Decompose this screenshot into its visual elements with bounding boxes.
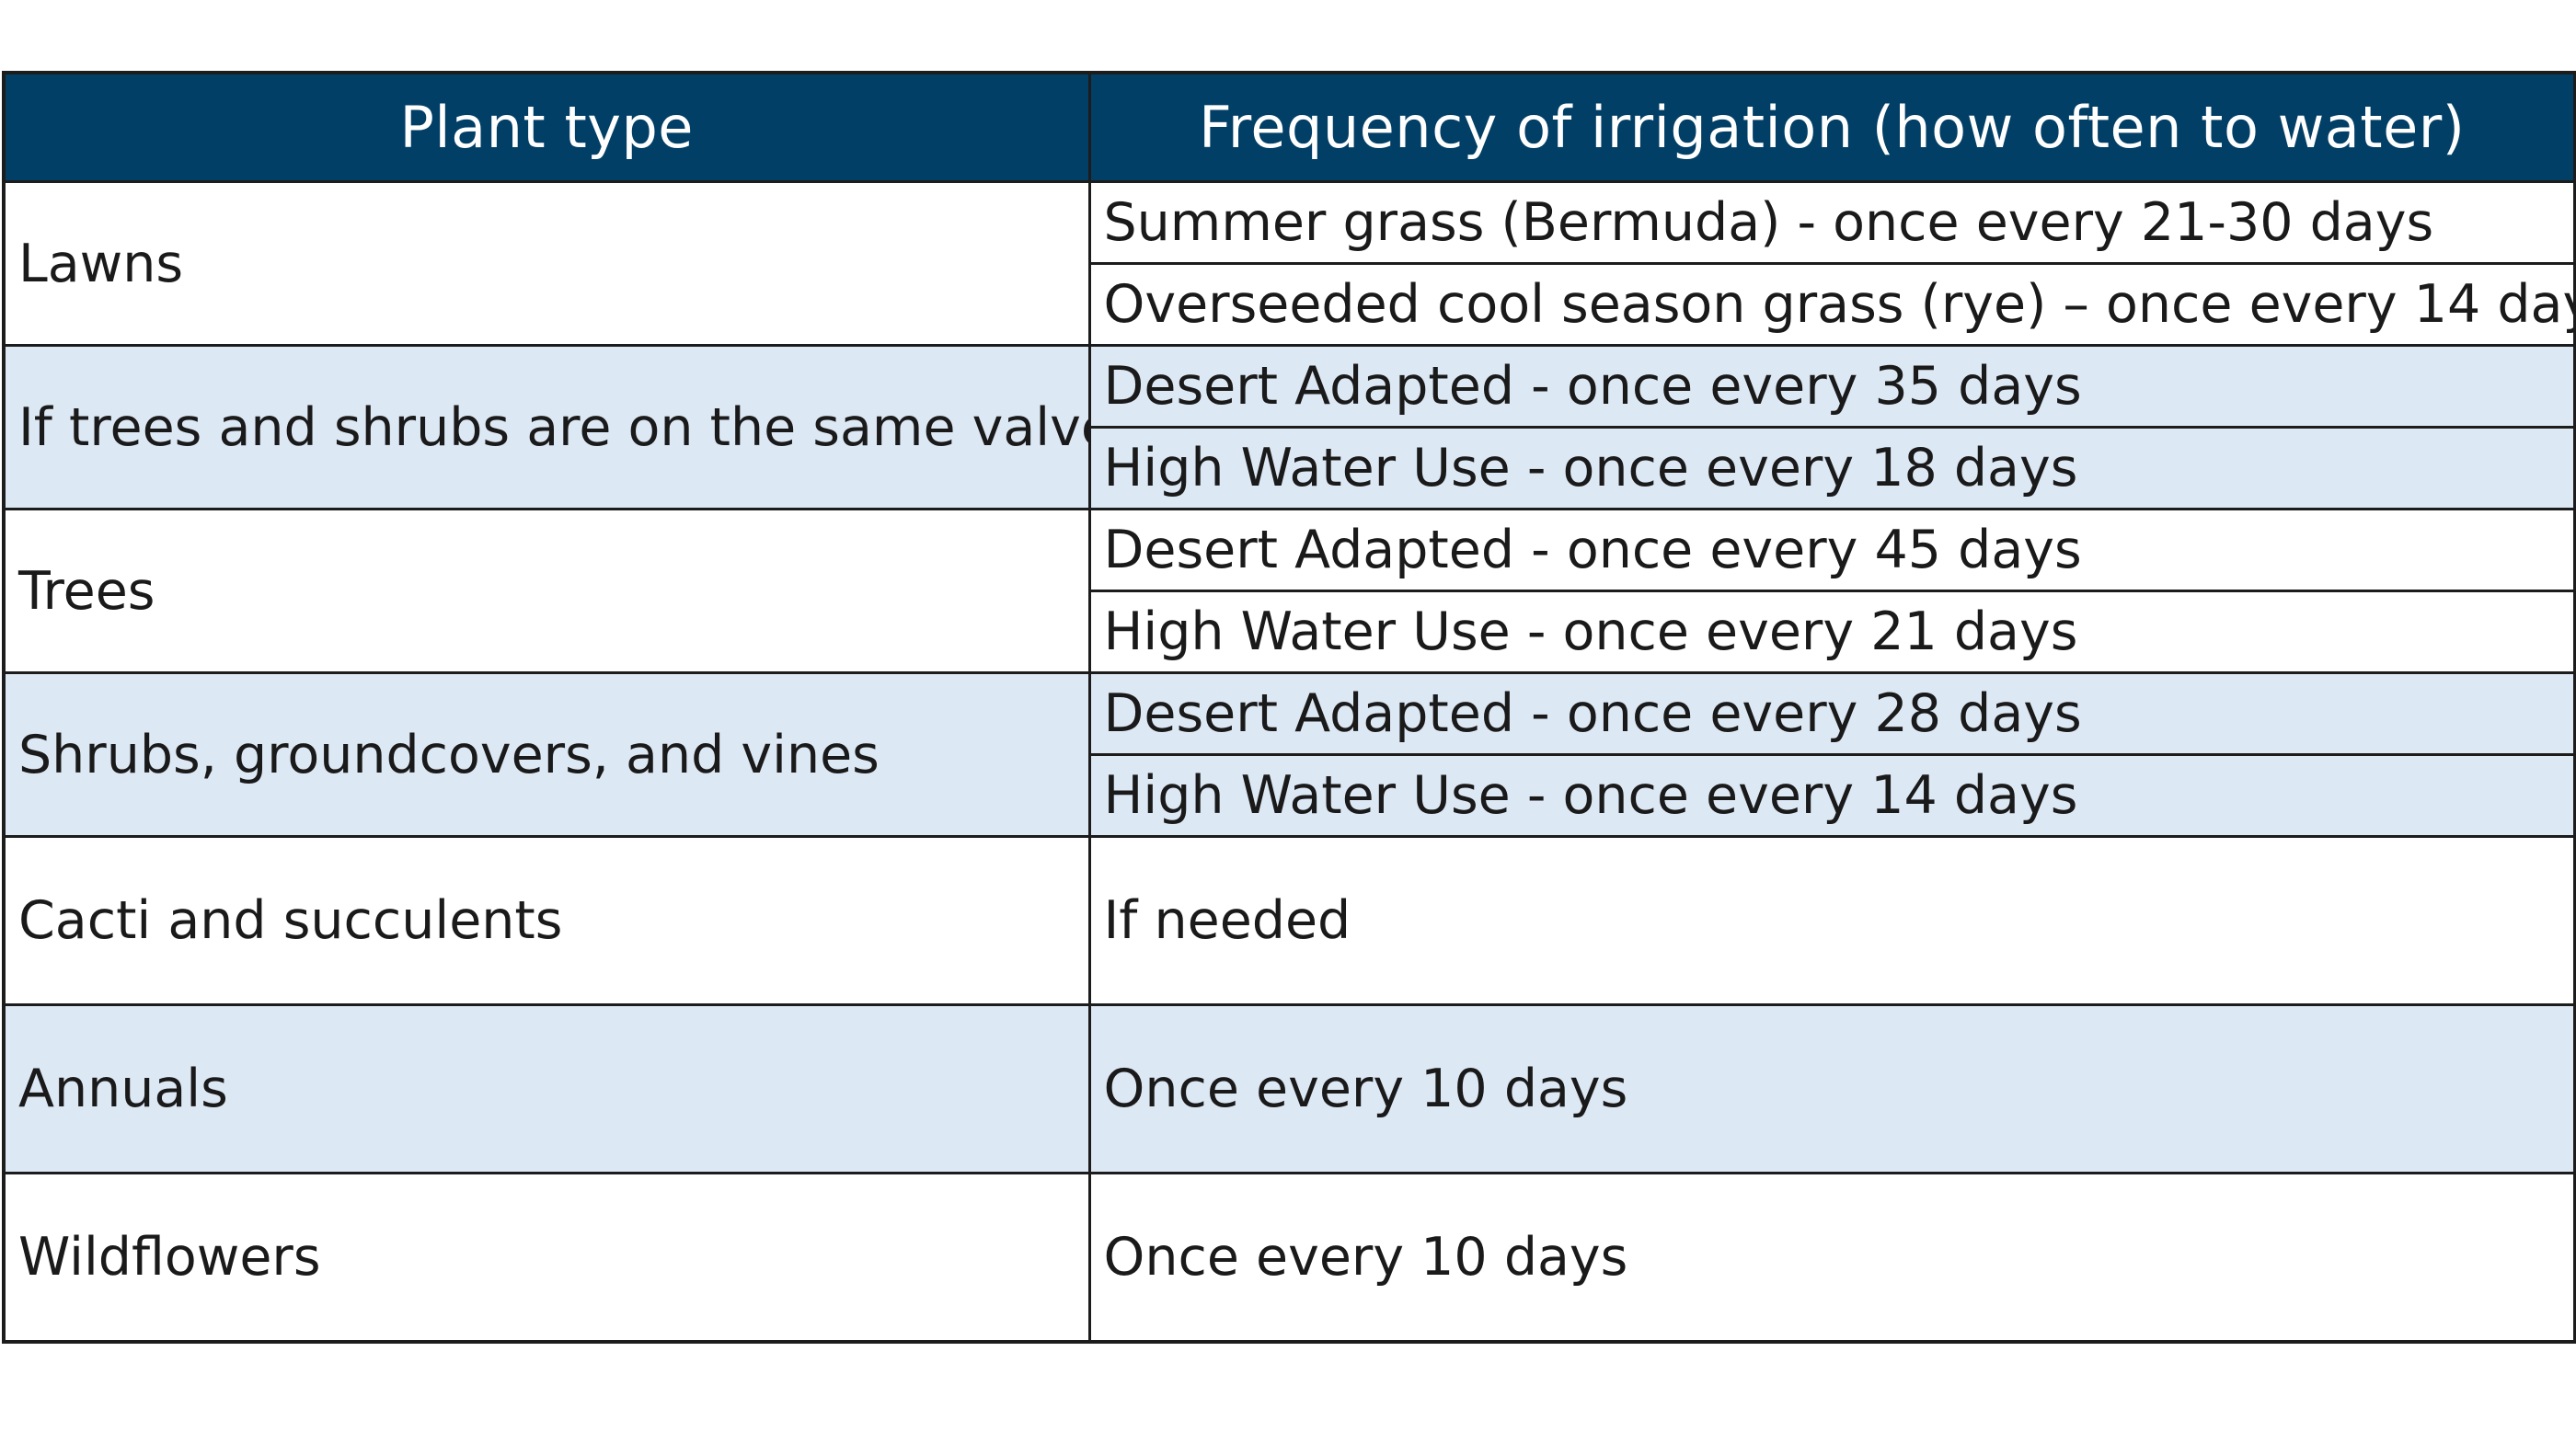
table-row: Lawns Summer grass (Bermuda) - once ever… [2, 180, 2576, 347]
frequency-cell: Desert Adapted - once every 45 days [1087, 508, 2576, 592]
frequency-cell: Once every 10 days [1087, 1003, 2576, 1174]
plant-type-cell: Lawns [2, 180, 1091, 347]
frequency-cell: High Water Use - once every 18 days [1087, 426, 2576, 510]
table-row: Trees Desert Adapted - once every 45 day… [2, 508, 2576, 674]
irrigation-table: Plant type Frequency of irrigation (how … [2, 71, 2576, 1344]
plant-type-cell: Wildflowers [2, 1172, 1091, 1344]
frequency-cell: Summer grass (Bermuda) - once every 21-3… [1087, 180, 2576, 265]
header-frequency: Frequency of irrigation (how often to wa… [1087, 71, 2576, 183]
table-row: If trees and shrubs are on the same valv… [2, 344, 2576, 510]
frequency-cell: Overseeded cool season grass (rye) – onc… [1087, 262, 2576, 347]
table-row: Shrubs, groundcovers, and vines Desert A… [2, 671, 2576, 838]
table-row: High Water Use - once every 21 days [4, 590, 2576, 674]
table-row: Annuals Once every 10 days [2, 1003, 2576, 1174]
frequency-cell: Once every 10 days [1087, 1172, 2576, 1344]
table-row: High Water Use - once every 14 days [4, 753, 2576, 838]
header-plant-type: Plant type [2, 71, 1091, 183]
table-row: Overseeded cool season grass (rye) – onc… [4, 262, 2576, 347]
table-row: High Water Use - once every 18 days [4, 426, 2576, 510]
frequency-cell: Desert Adapted - once every 28 days [1087, 671, 2576, 756]
frequency-cell: If needed [1087, 835, 2576, 1006]
frequency-cell: Desert Adapted - once every 35 days [1087, 344, 2576, 429]
table-row: Cacti and succulents If needed [2, 835, 2576, 1006]
table-header-row: Plant type Frequency of irrigation (how … [2, 71, 2576, 183]
plant-type-cell: Cacti and succulents [2, 835, 1091, 1006]
plant-type-cell: If trees and shrubs are on the same valv… [2, 344, 1091, 510]
frequency-cell: High Water Use - once every 21 days [1087, 590, 2576, 674]
plant-type-cell: Trees [2, 508, 1091, 674]
plant-type-cell: Shrubs, groundcovers, and vines [2, 671, 1091, 838]
plant-type-cell: Annuals [2, 1003, 1091, 1174]
frequency-cell: High Water Use - once every 14 days [1087, 753, 2576, 838]
table-row: Wildflowers Once every 10 days [2, 1172, 2576, 1344]
